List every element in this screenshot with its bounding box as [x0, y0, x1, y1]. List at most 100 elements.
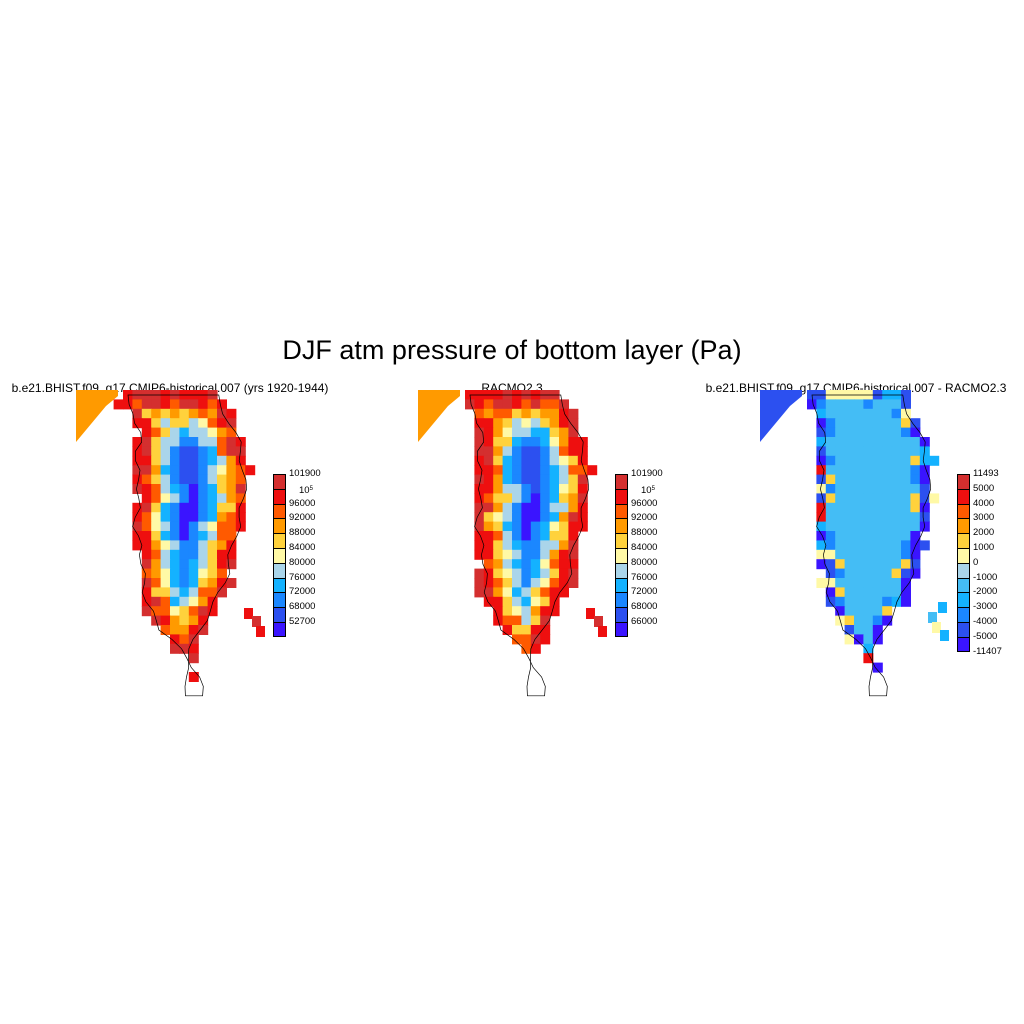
grid-cell — [910, 502, 921, 513]
grid-cell — [170, 578, 180, 588]
grid-cell — [512, 418, 522, 429]
grid-cell — [198, 474, 209, 485]
grid-cell — [474, 512, 485, 523]
grid-cell — [170, 634, 180, 645]
grid-cell — [901, 512, 911, 523]
grid-cell — [217, 559, 227, 570]
grid-cell — [226, 549, 237, 560]
grid-cell — [512, 587, 522, 598]
grid-cell — [854, 502, 864, 513]
grid-cell — [901, 587, 911, 598]
grid-cell — [521, 568, 532, 579]
grid-cell — [512, 437, 522, 447]
grid-cell — [179, 521, 190, 532]
grid-cell — [493, 493, 504, 504]
grid-cell — [872, 531, 883, 541]
grid-cell — [235, 484, 246, 494]
grid-cell — [882, 502, 893, 513]
grid-cell — [530, 408, 541, 419]
grid-cell — [188, 606, 199, 617]
grid-cell — [160, 568, 171, 579]
northwest-land-patch — [418, 390, 460, 442]
grid-cell — [188, 615, 199, 626]
grid-cell — [493, 437, 504, 447]
legend-swatch — [615, 548, 628, 563]
legend-label: 72000 — [631, 586, 658, 598]
grid-cell — [141, 568, 152, 579]
grid-cell — [854, 596, 864, 607]
grid-cell — [835, 408, 846, 419]
grid-cell — [891, 559, 902, 570]
grid-cell — [512, 465, 522, 476]
grid-cell — [483, 559, 494, 570]
grid-cell — [207, 493, 218, 504]
grid-cell — [474, 455, 485, 466]
grid-cell — [910, 493, 921, 504]
grid-cell — [530, 643, 541, 654]
island-cell — [928, 612, 937, 623]
grid-cell — [891, 549, 902, 560]
grid-cell — [882, 587, 893, 598]
grid-cell — [188, 625, 199, 635]
grid-cell — [891, 484, 902, 494]
grid-cell — [891, 455, 902, 466]
grid-cell — [816, 427, 827, 438]
map-model — [76, 390, 265, 697]
grid-cell — [226, 418, 237, 429]
grid-cell — [882, 596, 893, 607]
grid-cell — [483, 446, 494, 457]
grid-cell — [825, 596, 836, 607]
grid-cell — [493, 578, 504, 588]
island-cell — [252, 616, 261, 627]
grid-cell — [207, 568, 218, 579]
grid-cell — [882, 446, 893, 457]
grid-cell — [559, 587, 569, 598]
grid-cell — [207, 606, 218, 617]
grid-cell — [825, 521, 836, 532]
grid-cell — [530, 521, 541, 532]
grid-cell — [844, 455, 855, 466]
grid-cell — [854, 484, 864, 494]
grid-cell — [540, 521, 551, 532]
grid-cell — [502, 559, 513, 570]
grid-cell — [521, 455, 532, 466]
grid-cell — [483, 455, 494, 466]
grid-cell — [170, 549, 180, 560]
grid-cell — [863, 653, 874, 664]
grid-cell — [835, 418, 846, 429]
legend-swatch — [615, 577, 628, 593]
grid-cell — [474, 578, 485, 588]
grid-cell — [549, 418, 560, 429]
grid-cell — [198, 606, 209, 617]
grid-cell — [132, 512, 143, 523]
grid-cell — [901, 559, 911, 570]
grid-cell — [502, 521, 513, 532]
grid-cell — [530, 578, 541, 588]
grid-cell — [502, 455, 513, 466]
grid-cell — [198, 512, 209, 523]
grid-cell — [207, 408, 218, 419]
grid-cell — [179, 587, 190, 598]
grid-cell — [901, 578, 911, 588]
grid-cell — [512, 578, 522, 588]
grid-cell — [141, 540, 152, 551]
legend-swatch — [273, 607, 286, 622]
island-cell — [244, 608, 253, 619]
grid-cell — [540, 596, 551, 607]
grid-cell — [901, 502, 911, 513]
grid-cell — [474, 399, 485, 410]
grid-cell — [217, 540, 227, 551]
grid-cell — [179, 531, 190, 541]
grid-cell — [882, 465, 893, 476]
grid-cell — [483, 399, 494, 410]
grid-cell — [844, 634, 855, 645]
grid-cell — [854, 625, 864, 635]
grid-cell — [151, 418, 162, 429]
grid-cell — [198, 408, 209, 419]
grid-cell — [512, 408, 522, 419]
grid-cell — [521, 578, 532, 588]
grid-cell — [854, 606, 864, 617]
grid-cell — [512, 427, 522, 438]
grid-cell — [217, 531, 227, 541]
grid-cell — [483, 596, 494, 607]
